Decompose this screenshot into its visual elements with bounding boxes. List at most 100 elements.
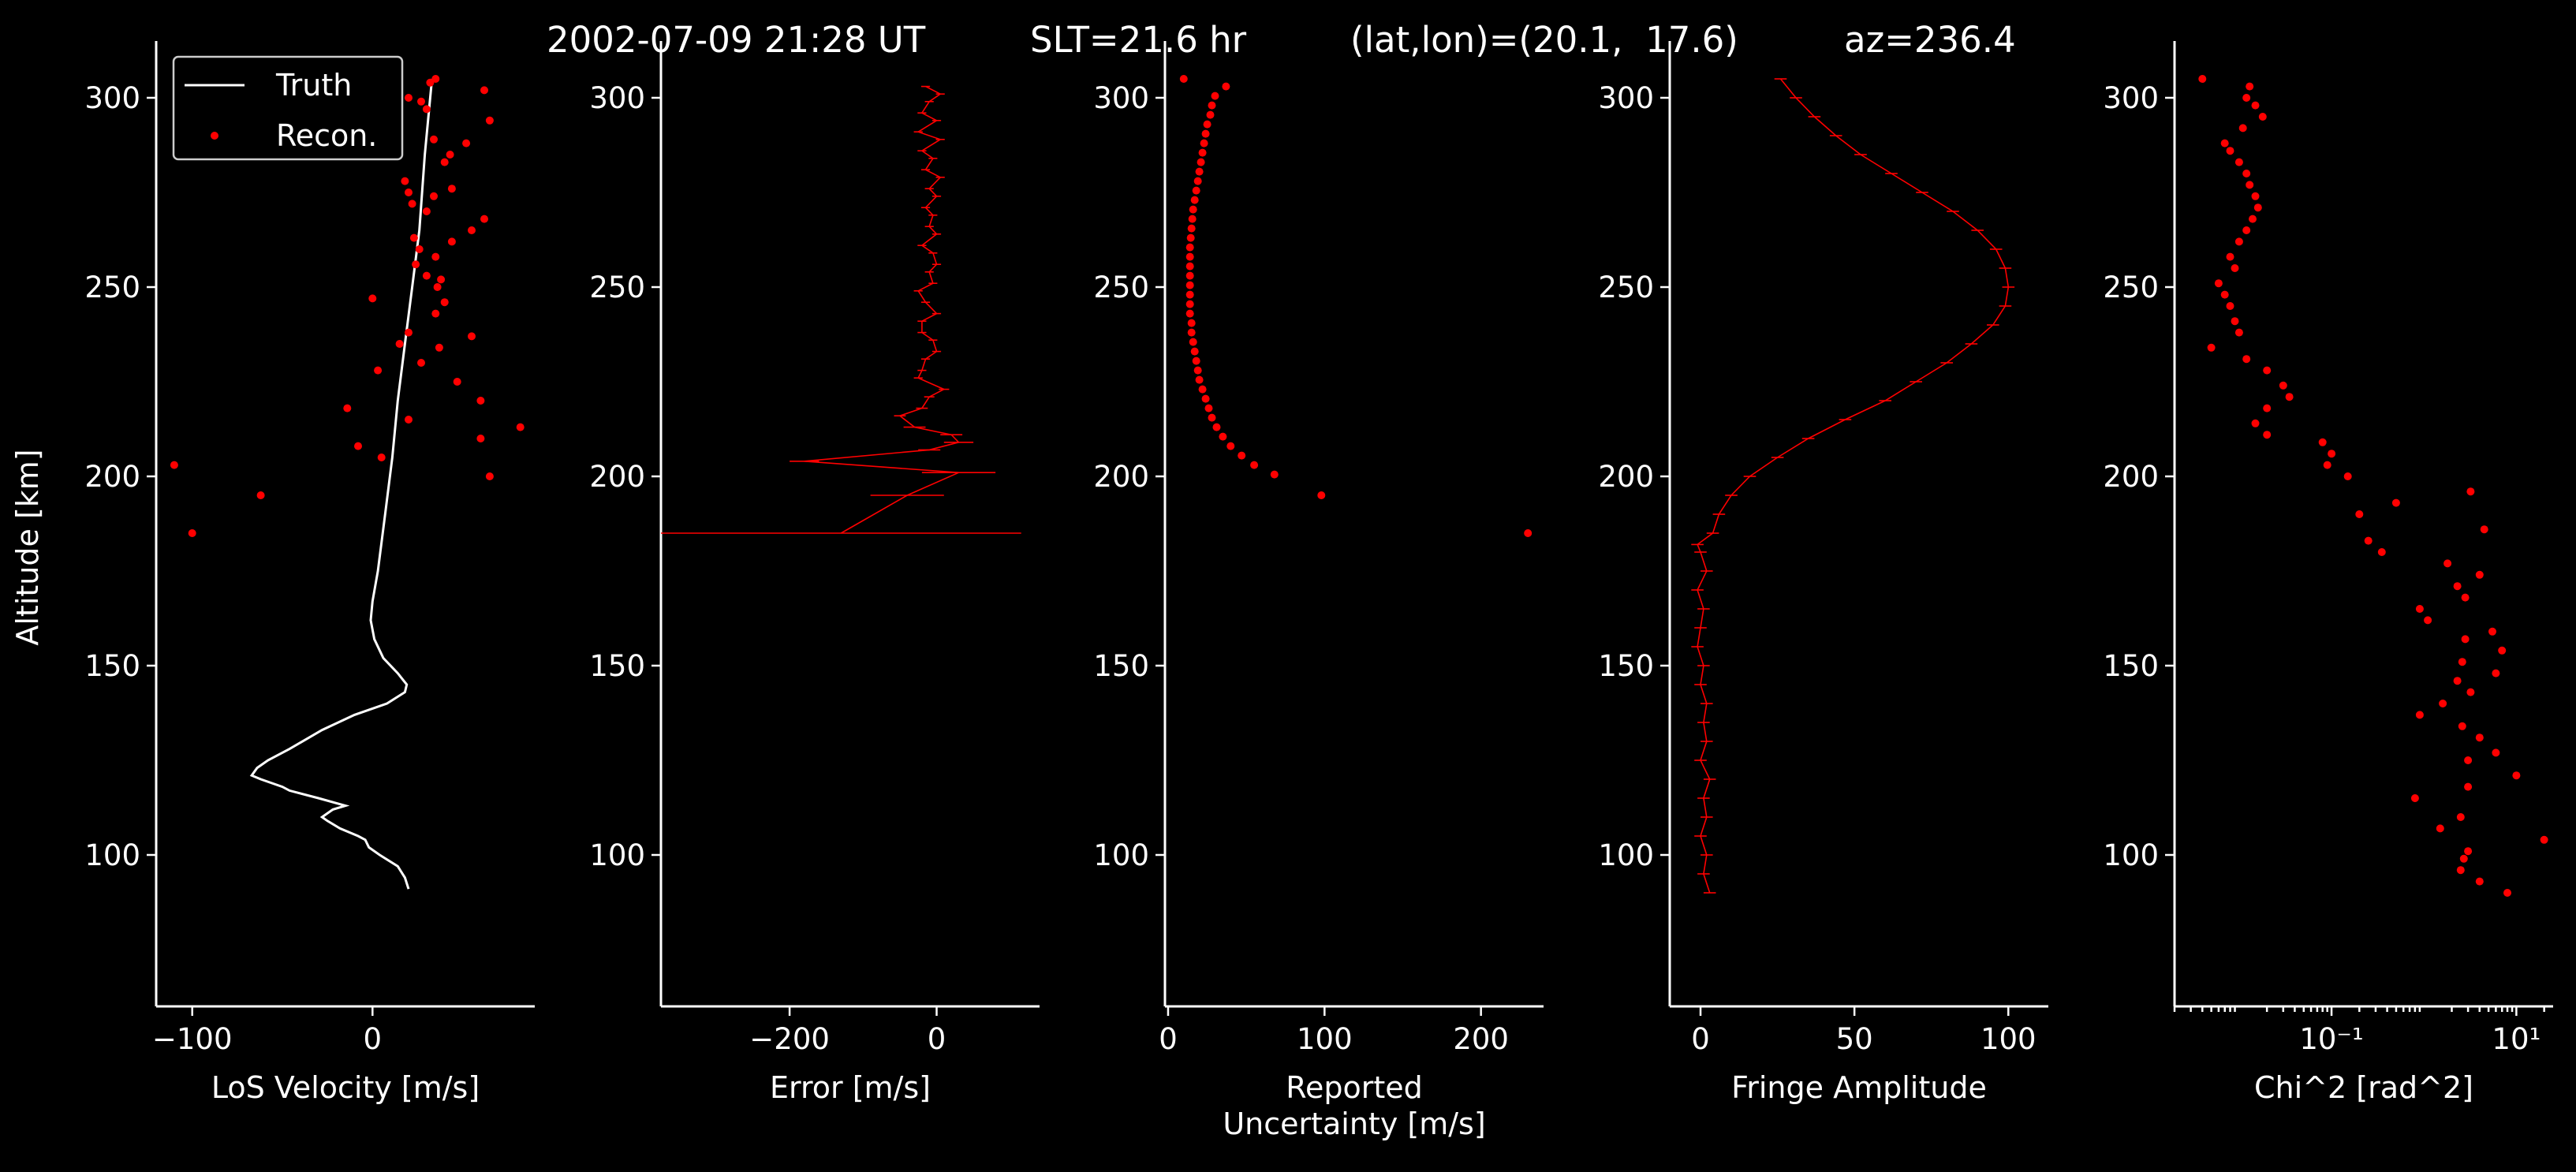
data-point bbox=[2453, 677, 2462, 685]
data-point bbox=[2364, 536, 2373, 545]
y-tick-label: 250 bbox=[589, 271, 645, 304]
data-point bbox=[476, 397, 485, 405]
data-point bbox=[2220, 290, 2229, 299]
data-point bbox=[453, 378, 461, 386]
data-point bbox=[1198, 385, 1207, 394]
data-point bbox=[1185, 300, 1194, 308]
panel-3: 100 150 200 250 300 0 100 200 ReportedUncertaint… bbox=[1093, 41, 1544, 1141]
data-point bbox=[422, 271, 431, 280]
x-axis-label: Reported bbox=[1286, 1070, 1422, 1105]
data-point bbox=[431, 252, 440, 261]
y-tick-label: 150 bbox=[2103, 649, 2159, 683]
y-tick-label: 100 bbox=[1093, 838, 1149, 872]
data-point bbox=[1201, 394, 1210, 403]
x-tick-label: −100 bbox=[152, 1022, 233, 1056]
data-point bbox=[426, 78, 435, 87]
data-point bbox=[2253, 203, 2262, 212]
data-point bbox=[2492, 748, 2500, 757]
data-point bbox=[1200, 139, 1208, 147]
y-tick-label: 300 bbox=[589, 81, 645, 115]
series-1 bbox=[1179, 75, 1533, 537]
data-point bbox=[1186, 233, 1195, 242]
data-point bbox=[2439, 700, 2447, 707]
data-point bbox=[2231, 317, 2239, 326]
data-point bbox=[2475, 570, 2484, 579]
data-point bbox=[1190, 347, 1199, 356]
panel-1: 100 150 200 250 300 −100 0 LoS Velocity [m/s] Al… bbox=[10, 41, 535, 1105]
data-point bbox=[2456, 813, 2465, 821]
data-point bbox=[354, 442, 362, 450]
data-point bbox=[422, 105, 431, 114]
y-tick-label: 200 bbox=[589, 460, 645, 494]
data-point bbox=[1195, 167, 1204, 176]
data-point bbox=[2220, 139, 2229, 147]
legend-box bbox=[172, 55, 404, 161]
data-point bbox=[435, 343, 443, 352]
x-tick-label: 100 bbox=[1297, 1022, 1353, 1056]
data-point bbox=[405, 94, 413, 102]
data-point bbox=[2453, 582, 2462, 591]
series-recon bbox=[170, 75, 525, 537]
y-tick-label: 200 bbox=[1598, 460, 1654, 494]
data-point bbox=[462, 139, 471, 147]
data-point bbox=[480, 215, 488, 223]
data-point bbox=[1226, 442, 1235, 450]
data-point bbox=[2415, 711, 2424, 719]
data-point bbox=[377, 453, 386, 461]
data-point bbox=[446, 151, 454, 159]
data-point bbox=[2466, 487, 2475, 496]
data-point bbox=[368, 294, 377, 303]
data-point bbox=[405, 328, 413, 337]
data-point bbox=[1204, 404, 1213, 412]
data-point bbox=[2540, 835, 2548, 844]
data-point bbox=[1187, 319, 1196, 327]
data-point bbox=[2464, 847, 2473, 856]
suptitle-az: az=236.4 bbox=[1844, 19, 2016, 61]
data-point bbox=[2475, 877, 2484, 886]
data-point bbox=[2251, 101, 2260, 110]
y-tick-label: 150 bbox=[1598, 649, 1654, 683]
y-tick-label: 200 bbox=[1093, 460, 1149, 494]
x-tick-label: 10¹ bbox=[2492, 1022, 2541, 1056]
x-tick-label: 100 bbox=[1981, 1022, 2037, 1056]
data-point bbox=[2242, 355, 2251, 364]
data-point bbox=[1524, 529, 1533, 537]
x-tick-label: 0 bbox=[364, 1022, 383, 1056]
data-point bbox=[1212, 423, 1221, 431]
data-point bbox=[2424, 616, 2432, 625]
data-point bbox=[1187, 328, 1196, 337]
y-tick-label: 150 bbox=[589, 649, 645, 683]
data-point bbox=[1192, 356, 1200, 365]
data-point bbox=[2410, 794, 2419, 802]
data-point bbox=[401, 177, 409, 185]
data-point bbox=[1189, 205, 1197, 214]
data-point bbox=[422, 207, 431, 215]
data-point bbox=[1185, 290, 1194, 299]
data-point bbox=[1270, 470, 1279, 479]
data-point bbox=[2503, 889, 2511, 897]
suptitle-time: 2002-07-09 21:28 UT bbox=[547, 19, 926, 61]
data-point bbox=[2263, 431, 2272, 439]
x-axis-label: Fringe Amplitude bbox=[1731, 1070, 1987, 1105]
data-point bbox=[2226, 147, 2234, 155]
data-point bbox=[2415, 605, 2424, 613]
data-point bbox=[2512, 771, 2521, 780]
data-point bbox=[170, 461, 178, 469]
data-point bbox=[2323, 461, 2331, 469]
data-point bbox=[2246, 181, 2254, 189]
y-tick-label: 100 bbox=[589, 838, 645, 872]
data-point bbox=[2498, 646, 2507, 655]
data-point bbox=[447, 185, 456, 193]
data-point bbox=[2258, 113, 2267, 121]
y-tick-label: 250 bbox=[2103, 271, 2159, 304]
x-tick-label: 0 bbox=[928, 1022, 946, 1056]
suptitle-latlon: (lat,lon)=(20.1, 17.6) bbox=[1350, 19, 1738, 61]
data-point bbox=[2456, 866, 2465, 875]
data-point bbox=[1206, 110, 1215, 119]
data-point bbox=[430, 135, 438, 144]
data-point bbox=[2492, 669, 2500, 677]
data-point bbox=[1208, 413, 1216, 422]
data-point bbox=[1219, 432, 1227, 441]
y-tick-label: 100 bbox=[1598, 838, 1654, 872]
series-1 bbox=[2198, 75, 2548, 897]
